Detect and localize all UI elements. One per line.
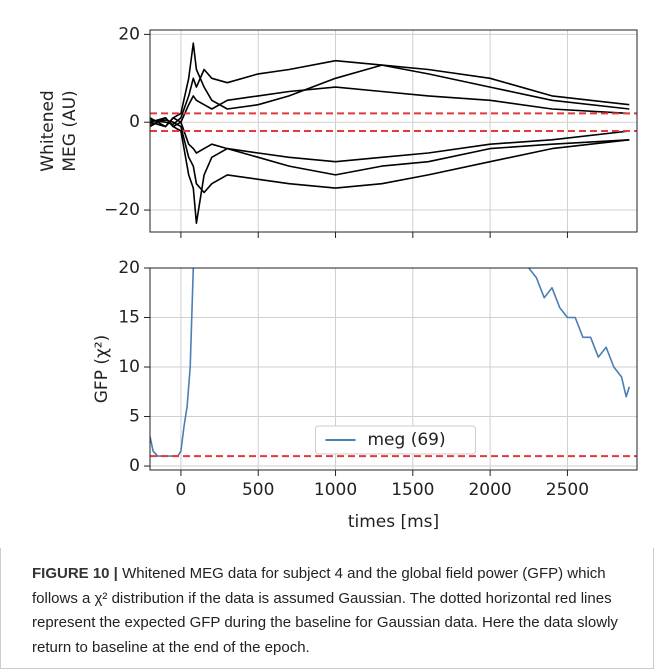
x-tick-label: 2500 — [546, 480, 589, 500]
legend-box — [315, 425, 476, 455]
y-tick-label: 0 — [129, 456, 140, 476]
y-tick-label: 5 — [129, 407, 140, 427]
y-tick-label: 15 — [118, 308, 140, 328]
data-line — [150, 59, 630, 126]
axes-frame — [149, 267, 638, 471]
caption-frame — [0, 548, 654, 669]
x-tick-label: 0 — [176, 480, 187, 500]
data-line — [150, 117, 630, 163]
y-tick-label: −20 — [104, 200, 140, 220]
plot-area — [150, 42, 637, 224]
plot-area — [150, 268, 637, 458]
caption-text: Whitened MEG data for subject 4 and the … — [32, 565, 618, 656]
y-axis-label: MEG (AU) — [60, 90, 80, 171]
y-tick-label: 10 — [118, 357, 140, 377]
y-tick-label: 20 — [118, 24, 140, 44]
figure: 20 0 −20 Whitened MEG (AU) 0 500 1000 1500 2000 25… — [38, 24, 638, 532]
legend-label: meg (69) — [368, 430, 446, 450]
caption: FIGURE 10 | Whitened MEG data for subjec… — [32, 562, 632, 660]
y-tick-label: 20 — [118, 258, 140, 278]
x-tick-label: 2000 — [468, 480, 511, 500]
data-line — [150, 119, 630, 194]
x-tick-label: 1000 — [314, 480, 357, 500]
x-tick-label: 500 — [242, 480, 274, 500]
axes-frame — [149, 29, 638, 233]
x-axis-label: times [ms] — [348, 512, 439, 532]
data-line — [150, 117, 630, 224]
caption-label: FIGURE 10 | — [32, 565, 118, 582]
y-axis-label: GFP (χ²) — [92, 335, 112, 404]
data-line — [150, 86, 630, 128]
x-tick-label: 1500 — [391, 480, 434, 500]
y-axis-label: Whitened — [38, 90, 58, 171]
y-tick-label: 0 — [129, 112, 140, 132]
